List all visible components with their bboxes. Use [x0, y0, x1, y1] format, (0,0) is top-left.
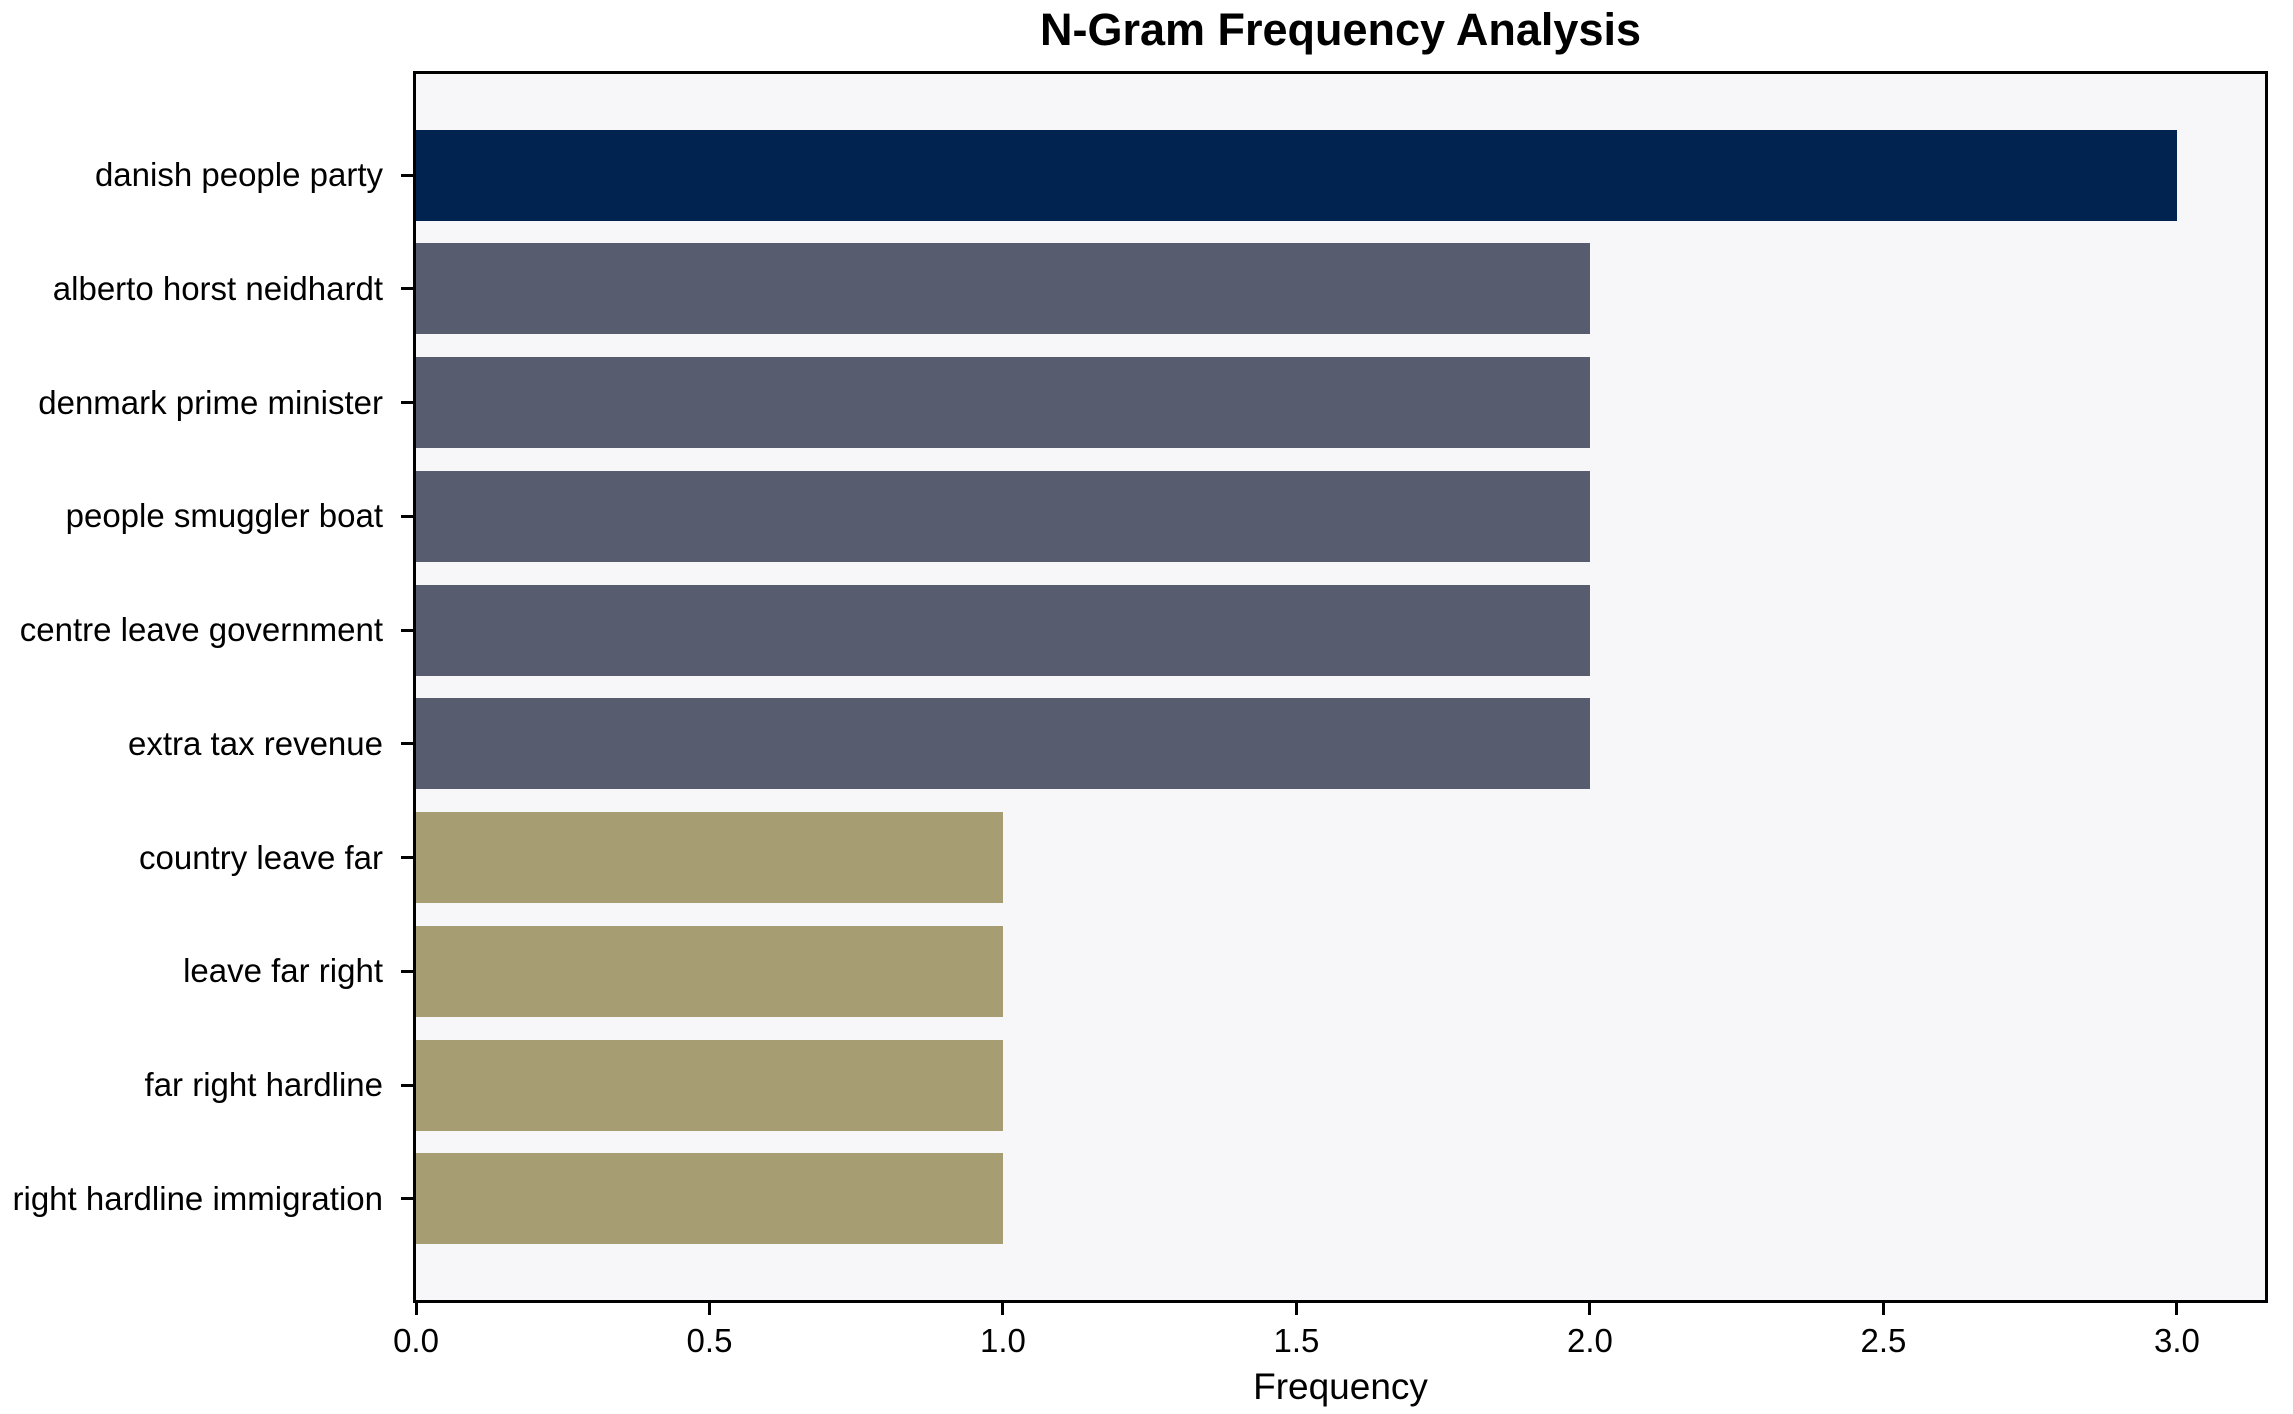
x-tick-label: 0.0	[393, 1322, 439, 1359]
plot-area	[413, 71, 2268, 1303]
y-tick-label: denmark prime minister	[38, 383, 383, 421]
y-tick-mark	[401, 401, 413, 405]
y-tick-label: people smuggler boat	[65, 497, 383, 535]
y-tick-label: leave far right	[183, 952, 383, 990]
x-tick-mark	[1294, 1303, 1298, 1315]
bar-right-hardline-immigration	[416, 1153, 1003, 1245]
y-tick-label: alberto horst neidhardt	[52, 269, 383, 307]
bar-danish-people-party	[416, 129, 2177, 221]
x-tick-label: 1.5	[1273, 1322, 1320, 1359]
y-tick-label: country leave far	[139, 838, 383, 876]
y-tick-label: danish people party	[94, 156, 383, 194]
x-tick-label: 0.5	[686, 1322, 733, 1359]
y-tick-mark	[401, 969, 413, 973]
y-tick-mark	[401, 628, 413, 632]
x-tick-label: 2.0	[1567, 1322, 1613, 1359]
bar-people-smuggler-boat	[416, 470, 1590, 562]
y-tick-mark	[401, 742, 413, 746]
y-tick-label: centre leave government	[19, 611, 383, 649]
bar-country-leave-far	[416, 812, 1003, 904]
x-tick-label: 2.5	[1860, 1322, 1907, 1359]
bar-extra-tax-revenue	[416, 698, 1590, 790]
y-tick-mark	[401, 1197, 413, 1201]
chart-title: N-Gram Frequency Analysis	[1039, 4, 1642, 55]
y-tick-mark	[401, 514, 413, 518]
x-tick-mark	[707, 1303, 711, 1315]
x-tick-mark	[2175, 1303, 2179, 1315]
bar-far-right-hardline	[416, 1039, 1003, 1131]
bar-alberto-horst-neidhardt	[416, 243, 1590, 335]
y-tick-mark	[401, 173, 413, 177]
bar-centre-leave-government	[416, 584, 1590, 676]
x-axis-label: Frequency	[1253, 1366, 1428, 1407]
y-tick-mark	[401, 1083, 413, 1087]
x-tick-label: 1.0	[980, 1322, 1026, 1359]
y-tick-label: extra tax revenue	[128, 724, 383, 762]
y-tick-mark	[401, 287, 413, 291]
x-tick-label: 3.0	[2154, 1322, 2200, 1359]
x-tick-mark	[1001, 1303, 1005, 1315]
bar-leave-far-right	[416, 925, 1003, 1017]
y-tick-label: far right hardline	[144, 1066, 383, 1104]
x-tick-mark	[414, 1303, 418, 1315]
x-tick-mark	[1588, 1303, 1592, 1315]
bar-denmark-prime-minister	[416, 357, 1590, 449]
y-tick-label: right hardline immigration	[12, 1179, 384, 1217]
y-tick-mark	[401, 856, 413, 860]
x-tick-mark	[1881, 1303, 1885, 1315]
